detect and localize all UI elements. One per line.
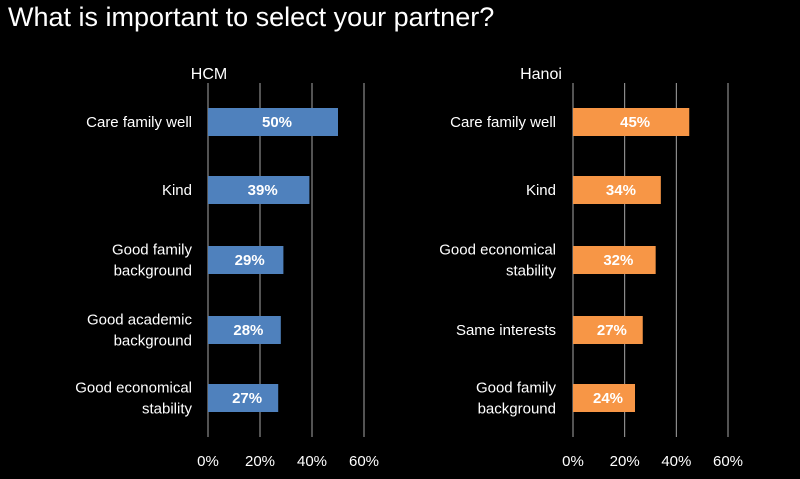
bar	[208, 176, 310, 204]
category-label: Care family well	[450, 114, 556, 131]
bar-value-label: 34%	[606, 182, 636, 199]
bar	[573, 108, 690, 136]
bar	[573, 316, 643, 344]
x-tick-label: 40%	[297, 453, 327, 470]
category-label: Good economical stability	[439, 242, 556, 280]
category-label: Good family background	[476, 380, 557, 418]
page-title: What is important to select your partner…	[8, 2, 495, 32]
category-label: Care family well	[86, 114, 192, 131]
category-label: Good family background	[112, 242, 193, 280]
bar	[573, 384, 635, 412]
x-tick-label: 20%	[610, 453, 640, 470]
panel-title: HCM	[191, 66, 227, 83]
x-tick-label: 60%	[349, 453, 379, 470]
x-tick-label: 20%	[245, 453, 275, 470]
bar-value-label: 45%	[620, 114, 650, 131]
category-label: Good economical stability	[75, 380, 192, 418]
x-tick-label: 60%	[713, 453, 743, 470]
bar-value-label: 28%	[233, 322, 263, 339]
bar-value-label: 24%	[593, 390, 623, 407]
x-tick-label: 0%	[197, 453, 219, 470]
category-label: Kind	[526, 182, 556, 199]
bar-value-label: 27%	[232, 390, 262, 407]
bar-value-label: 39%	[248, 182, 278, 199]
category-label: Kind	[162, 182, 192, 199]
x-tick-label: 0%	[562, 453, 584, 470]
category-label: Same interests	[456, 322, 556, 339]
bar-value-label: 32%	[603, 252, 633, 269]
x-tick-label: 40%	[661, 453, 691, 470]
bar	[573, 176, 661, 204]
bar-value-label: 27%	[597, 322, 627, 339]
bar	[208, 246, 284, 274]
category-label: Good academic background	[87, 312, 193, 350]
bar	[208, 316, 281, 344]
bar	[573, 246, 656, 274]
bar	[208, 108, 338, 136]
bar	[208, 384, 279, 412]
bar-value-label: 29%	[235, 252, 265, 269]
panel-title: Hanoi	[520, 66, 562, 83]
bar-value-label: 50%	[262, 114, 292, 131]
